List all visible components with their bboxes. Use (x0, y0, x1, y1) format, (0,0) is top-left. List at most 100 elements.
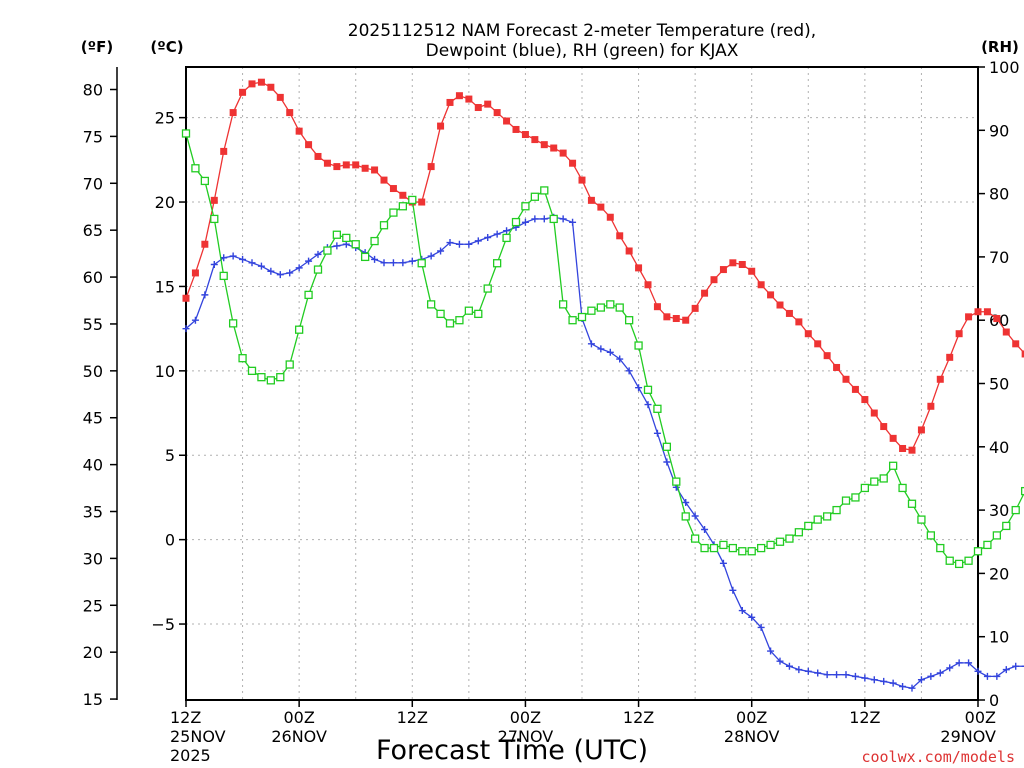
2-meter-temperature-point (484, 100, 492, 108)
2-meter-temperature-point (851, 385, 859, 393)
2-meter-temperature-point (965, 313, 973, 321)
fahrenheit-tick-label: 45 (83, 409, 103, 428)
dewpoint-point (587, 340, 595, 348)
credit-text: coolwx.com/models (861, 748, 1015, 766)
fahrenheit-tick-label: 75 (83, 127, 103, 146)
2-meter-temperature-point (1002, 328, 1010, 336)
2-meter-temperature-point (210, 196, 218, 204)
dewpoint-point (682, 499, 690, 507)
dewpoint-point (616, 355, 624, 363)
relative-humidity-point (992, 531, 1002, 540)
dewpoint-point (295, 264, 303, 272)
relative-humidity-point (379, 221, 389, 230)
fahrenheit-tick-label: 65 (83, 221, 103, 240)
2-meter-temperature-point (248, 80, 256, 88)
2-meter-temperature-point (257, 78, 265, 86)
fahrenheit-axis-unit: (ºF) (81, 38, 113, 56)
2-meter-temperature-point (1021, 350, 1024, 358)
relative-humidity-point (398, 202, 408, 211)
dewpoint-point (540, 215, 548, 223)
relative-humidity-point (332, 230, 342, 239)
relative-humidity-point (228, 319, 238, 328)
2-meter-temperature-point (644, 281, 652, 289)
relative-humidity-point (540, 186, 549, 195)
dewpoint-point (691, 512, 699, 520)
2-meter-temperature-point (418, 198, 426, 206)
relative-humidity-point (624, 316, 634, 325)
x-axis-title: Forecast Time (UTC) (376, 735, 648, 766)
relative-humidity-point (813, 515, 822, 524)
2-meter-temperature-point (191, 269, 199, 277)
relative-humidity-point (983, 540, 992, 550)
fahrenheit-tick-label: 70 (83, 174, 103, 193)
relative-humidity-point (294, 325, 304, 334)
x-tick-time-label: 00Z (965, 708, 996, 727)
dewpoint-point (446, 239, 454, 247)
relative-humidity-point (464, 306, 474, 315)
2-meter-temperature-point (578, 176, 586, 184)
2-meter-temperature-point (521, 131, 529, 139)
2-meter-temperature-point (371, 166, 379, 174)
relative-humidity-point (323, 246, 332, 255)
relative-humidity-point (596, 303, 606, 312)
dewpoint-point (833, 671, 841, 679)
x-tick-time-label: 12Z (170, 708, 201, 727)
2-meter-temperature-point (455, 92, 463, 100)
dewpoint-point (851, 672, 859, 680)
x-tick-year-label: 2025 (170, 746, 211, 765)
dewpoint-point (1002, 666, 1010, 674)
2-meter-temperature-point (201, 240, 209, 248)
relative-humidity-point (870, 477, 879, 486)
dewpoint-point (333, 242, 341, 250)
2-meter-temperature-point (239, 88, 247, 96)
x-tick-date-label: 28NOV (724, 727, 780, 746)
2-meter-temperature-point (833, 363, 841, 371)
2-meter-temperature-point (983, 308, 991, 316)
2-meter-temperature-point (776, 301, 784, 309)
x-tick-date-label: 29NOV (940, 727, 996, 746)
x-tick-time-label: 00Z (510, 708, 541, 727)
2-meter-temperature-point (738, 260, 746, 268)
chart-title-line1: 2025112512 NAM Forecast 2-meter Temperat… (348, 21, 816, 41)
2-meter-temperature-point (569, 159, 577, 167)
relative-humidity-point (681, 512, 690, 521)
dewpoint-point (965, 659, 973, 667)
relative-humidity-line (185, 133, 1024, 565)
fahrenheit-tick-label: 50 (83, 362, 103, 381)
dewpoint-point (1012, 662, 1020, 670)
2-meter-temperature-point (389, 185, 397, 193)
2-meter-temperature-point (842, 375, 850, 383)
2-meter-temperature-point (540, 141, 548, 149)
relative-humidity-point (879, 474, 888, 483)
dewpoint-point (870, 676, 878, 684)
dewpoint-point (229, 252, 237, 260)
relative-humidity-point (266, 376, 276, 385)
celsius-tick-label: 10 (155, 362, 175, 381)
relative-humidity-point (549, 214, 558, 224)
2-meter-temperature-point (295, 127, 303, 135)
x-tick-time-label: 00Z (736, 708, 767, 727)
fahrenheit-tick-label: 20 (83, 643, 103, 662)
dewpoint-point (663, 458, 671, 466)
dewpoint-point (182, 325, 190, 333)
dewpoint-point (814, 669, 822, 677)
2-meter-temperature-point (220, 147, 228, 155)
2-meter-temperature-point (474, 104, 482, 112)
celsius-axis-unit: (ºC) (150, 38, 183, 56)
relative-humidity-point (615, 303, 624, 312)
relative-humidity-point (436, 309, 445, 319)
dewpoint-point (635, 384, 643, 392)
relative-humidity-point (577, 312, 587, 322)
2-meter-temperature-point (701, 289, 709, 297)
relative-humidity-point (945, 556, 954, 565)
dewpoint-point (267, 267, 275, 275)
relative-humidity-point (200, 176, 210, 186)
2-meter-temperature-point (276, 93, 284, 101)
relative-humidity-point (455, 316, 464, 325)
2-meter-temperature-point (314, 152, 322, 160)
dewpoint-point (597, 345, 605, 353)
relative-humidity-point (238, 354, 247, 363)
relative-humidity-point (426, 300, 436, 309)
axes: 1520253035404550556065707580−50510152025… (83, 58, 1020, 765)
